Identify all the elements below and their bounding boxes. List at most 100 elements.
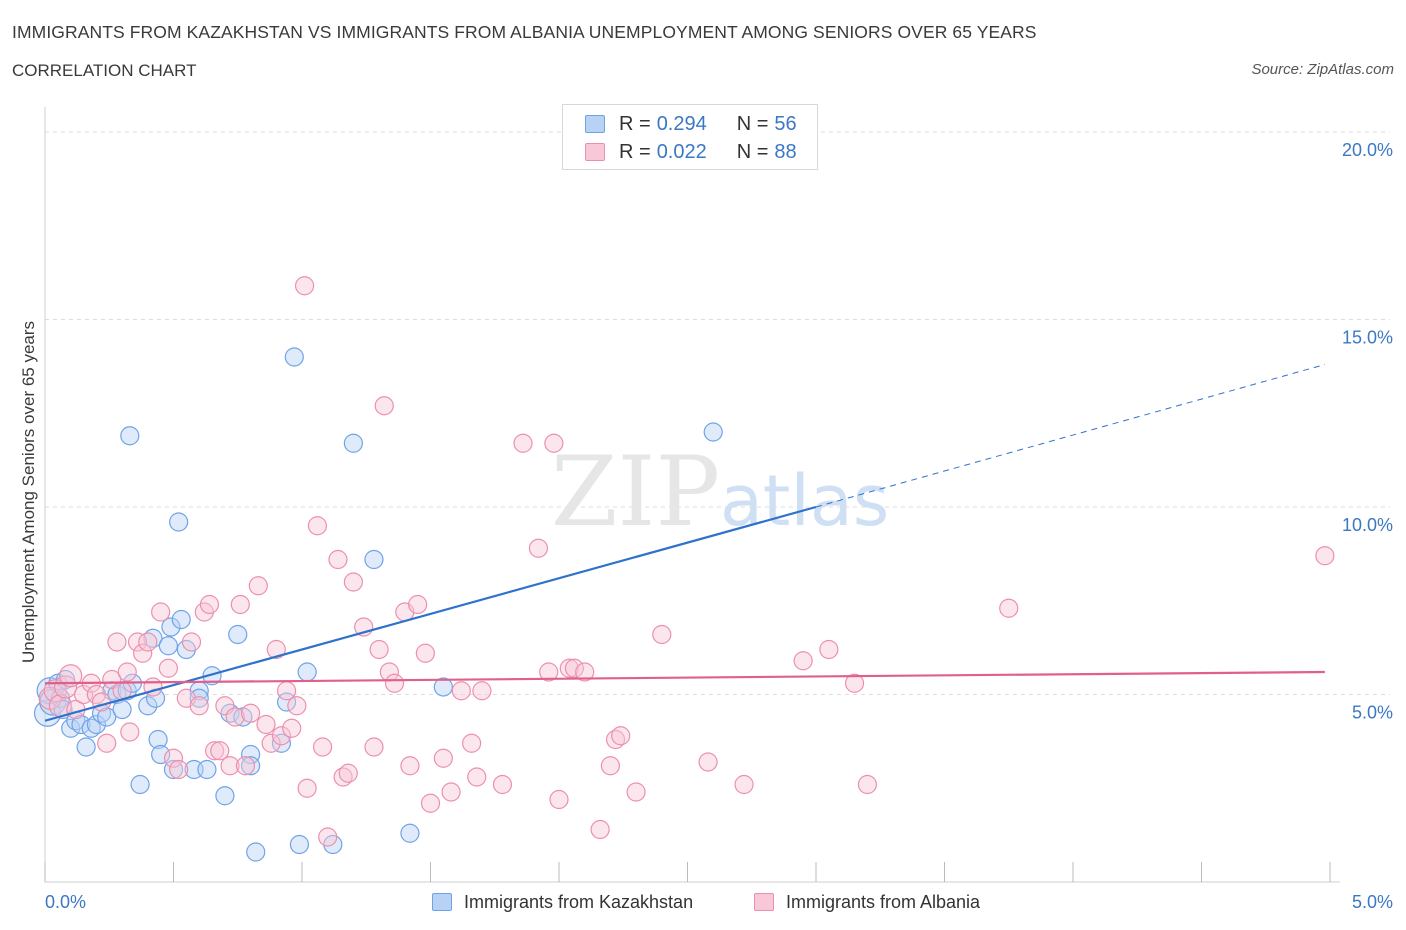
albania-point (127, 632, 148, 652)
kazakhstan-point (433, 677, 453, 697)
data-points (33, 276, 1335, 862)
kazakhstan-point (343, 433, 363, 453)
albania-point (163, 748, 184, 768)
legend-label-albania: Immigrants from Albania (786, 891, 981, 912)
albania-point (261, 733, 281, 753)
albania-point (611, 726, 631, 746)
kazakhstan-point (148, 729, 168, 750)
stats-legend-row-albania: R = 0.022 N = 88 (585, 139, 797, 165)
albania-point (549, 789, 569, 810)
n-label: N = (736, 112, 769, 135)
albania-point (333, 767, 353, 787)
albania-point (467, 767, 487, 787)
kazakhstan-point (163, 759, 184, 780)
albania-point (575, 662, 595, 682)
kazakhstan-point (171, 609, 191, 630)
albania-point (282, 718, 302, 738)
albania-point (297, 778, 317, 798)
albania-point (369, 639, 389, 660)
albania-point (384, 673, 405, 693)
kazakhstan-point (120, 426, 140, 446)
kazakhstan-trend-extension (815, 364, 1325, 508)
albania-point (544, 433, 564, 453)
kazakhstan-point (241, 744, 261, 765)
kazakhstan-point (400, 823, 420, 843)
albania-point (513, 433, 533, 453)
tick-labels: 5.0% 10.0% 15.0% 20.0% 0.0% 5.0% (45, 140, 1393, 912)
albania-point (210, 741, 230, 761)
albania-point (528, 538, 549, 558)
albania-point (492, 774, 513, 795)
albania-point (462, 733, 482, 753)
albania-point (287, 696, 307, 716)
albania-point (294, 276, 315, 296)
kazakhstan-point (364, 549, 384, 570)
albania-point (415, 643, 435, 663)
kazakhstan-swatch (585, 115, 605, 133)
albania-point (199, 594, 220, 615)
legend-item-kazakhstan[interactable]: Immigrants from Kazakhstan (432, 890, 693, 914)
r-value-kazakhstan: 0.294 (656, 112, 707, 135)
kazakhstan-point (241, 756, 261, 776)
kazakhstan-point (143, 628, 163, 648)
albania-point (433, 748, 453, 768)
albania-point (472, 681, 492, 701)
n-label: N = (736, 140, 769, 163)
kazakhstan-point (228, 624, 248, 645)
legend-label-kazakhstan: Immigrants from Kazakhstan (464, 891, 694, 912)
albania-point (248, 576, 268, 596)
albania-point (271, 726, 292, 746)
kazakhstan-point (97, 707, 117, 727)
kazakhstan-point (151, 744, 171, 765)
albania-point (364, 737, 384, 757)
kazakhstan-point (297, 662, 317, 682)
legend-item-albania[interactable]: Immigrants from Albania (754, 890, 980, 914)
albania-point (793, 651, 813, 671)
albania-point (120, 722, 140, 742)
albania-point (151, 602, 171, 622)
albania-point (181, 632, 202, 652)
albania-point (230, 594, 250, 615)
r-label: R = (619, 140, 651, 163)
albania-point (91, 692, 112, 712)
stats-legend-row-kazakhstan: R = 0.294 N = 56 (585, 111, 797, 137)
albania-point (539, 662, 559, 682)
albania-point (600, 756, 621, 776)
albania-swatch (585, 143, 605, 161)
watermark-zip: ZIP (551, 436, 720, 548)
kazakhstan-legend-swatch (432, 893, 452, 911)
albania-point (844, 673, 865, 693)
y-tick-label: 15.0% (1342, 328, 1393, 348)
albania-point (451, 681, 471, 701)
albania-point (59, 664, 83, 688)
albania-point (117, 662, 137, 682)
albania-point (819, 639, 839, 660)
kazakhstan-point (169, 512, 189, 532)
albania-point (107, 632, 127, 652)
x-tick-label: 0.0% (45, 892, 86, 912)
kazakhstan-point (284, 347, 304, 367)
y-axis-label: Unemployment Among Seniors over 65 years (19, 321, 38, 663)
kazakhstan-point (202, 666, 222, 686)
kazakhstan-point (81, 718, 101, 738)
kazakhstan-point (130, 774, 150, 795)
albania-point (133, 643, 153, 663)
kazakhstan-point (703, 422, 723, 442)
albania-point (338, 763, 358, 783)
kazakhstan-point (112, 699, 132, 720)
kazakhstan-point (246, 842, 266, 862)
y-tick-label: 20.0% (1342, 140, 1393, 160)
albania-point (138, 632, 158, 652)
albania-point (420, 793, 441, 813)
albania-point (605, 729, 626, 750)
albania-point (312, 737, 333, 757)
n-value-kazakhstan: 56 (774, 112, 797, 135)
kazakhstan-point (158, 636, 178, 656)
albania-point (408, 594, 428, 615)
albania-point (241, 703, 261, 723)
albania-point (374, 396, 394, 416)
kazakhstan-point (71, 714, 91, 735)
albania-point (220, 756, 240, 776)
albania-point (235, 756, 256, 776)
